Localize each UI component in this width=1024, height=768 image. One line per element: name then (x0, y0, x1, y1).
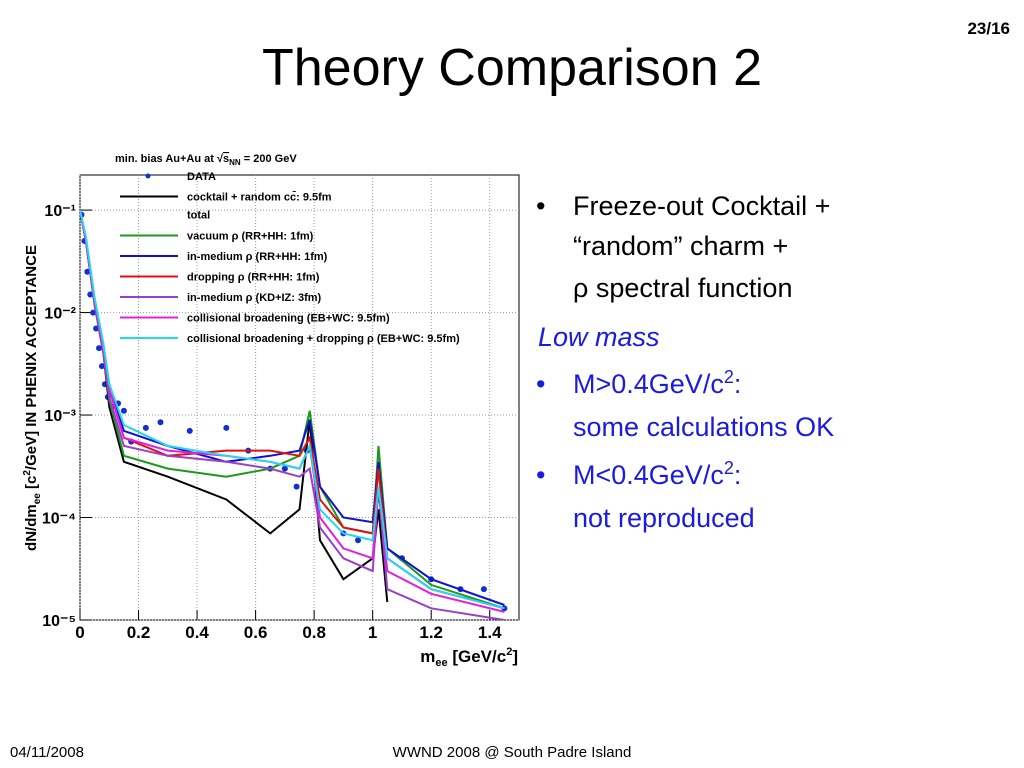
legend-title: min. bias Au+Au at √sNN = 200 GeV (115, 153, 297, 167)
x-tick-label: 1.4 (478, 623, 502, 642)
x-tick-label: 0 (75, 623, 84, 642)
bullet-line: some calculations OK (573, 412, 834, 442)
subheading: Low mass (538, 322, 660, 352)
data-point (281, 465, 288, 472)
data-point (186, 427, 193, 434)
text: M>0.4GeV/c (573, 369, 724, 399)
bullet-line: “random” charm + (573, 231, 788, 261)
subscript: ee (32, 493, 43, 505)
bullet-dot: • (536, 191, 545, 221)
data-point (120, 407, 127, 414)
page-number: 23/16 (967, 19, 1010, 38)
x-tick-label: 1 (368, 623, 377, 642)
text: [GeV/c (448, 647, 507, 666)
data-point (480, 586, 487, 593)
text: dN/dm (23, 504, 40, 551)
legend-title-part: s (223, 153, 229, 165)
legend-label: dropping ρ (RR+HH: 1fm) (187, 272, 320, 284)
legend-label: DATA (187, 171, 216, 183)
data-point (355, 537, 362, 544)
subscript: ee (435, 657, 447, 669)
text: : (734, 369, 742, 399)
bullet-list: • Freeze-out Cocktail + “random” charm +… (536, 191, 834, 533)
x-tick-label: 0.8 (302, 623, 326, 642)
bullet-line: M<0.4GeV/c2: (573, 458, 741, 490)
data-point (90, 309, 97, 316)
x-tick-label: 0.6 (244, 623, 268, 642)
superscript: 2 (724, 458, 734, 478)
bullet-line: not reproduced (573, 503, 755, 533)
footer-date: 04/11/2008 (10, 744, 84, 761)
text: M<0.4GeV/c (573, 460, 724, 490)
x-tick-label: 0.2 (127, 623, 151, 642)
plot-frame (79, 174, 520, 621)
legend-label: in-medium ρ (KD+IZ: 3fm) (187, 292, 322, 304)
y-tick-label: 10⁻⁵ (42, 613, 76, 630)
y-axis-label: dN/dmee [c2/GeV] IN PHENIX ACCEPTANCE (22, 245, 43, 551)
legend: min. bias Au+Au at √sNN = 200 GeV DATA coc… (115, 153, 460, 345)
text: : (734, 460, 742, 490)
y-tick-label: 10⁻² (44, 306, 76, 323)
plot-area (80, 209, 508, 620)
text: /GeV] IN PHENIX ACCEPTANCE (23, 245, 40, 470)
data-point (87, 291, 94, 298)
text: m (420, 647, 435, 666)
superscript: 2 (22, 470, 33, 476)
legend-label: collisional broadening (EB+WC: 9.5fm) (187, 313, 390, 325)
bullet-line: Freeze-out Cocktail + (573, 191, 830, 221)
legend-title-part: NN (229, 158, 241, 167)
series-line (80, 209, 505, 610)
x-tick-label: 0.4 (185, 623, 209, 642)
data-point (142, 424, 149, 431)
bullet-line: M>0.4GeV/c2: (573, 367, 741, 399)
legend-label: vacuum ρ (RR+HH: 1fm) (187, 231, 314, 243)
y-tick-label: 10⁻³ (44, 408, 76, 425)
x-axis-label: mee [GeV/c2] (420, 646, 518, 669)
legend-label: in-medium ρ (RR+HH: 1fm) (187, 251, 328, 263)
bullet-dot: • (536, 460, 545, 490)
y-tick-label: 10⁻¹ (44, 203, 76, 220)
legend-marker (145, 173, 151, 179)
bullet-line: ρ spectral function (573, 273, 792, 303)
y-tick-label: 10⁻⁴ (42, 511, 76, 528)
text: ] (512, 647, 518, 666)
data-point (157, 419, 164, 426)
data-point (93, 325, 100, 332)
legend-label: collisional broadening + dropping ρ (EB+… (187, 333, 460, 345)
data-point (293, 483, 300, 490)
legend-title-part: √ (217, 153, 224, 165)
data-point (223, 424, 230, 431)
x-tick-label: 1.2 (419, 623, 443, 642)
data-point (98, 363, 105, 370)
data-point (96, 345, 103, 352)
legend-note: total (187, 210, 210, 222)
legend-title-part: min. bias Au+Au at (115, 153, 217, 165)
legend-title-part: = 200 GeV (241, 153, 298, 165)
slide-title: Theory Comparison 2 (262, 39, 762, 97)
legend-label: cocktail + random cc̄: 9.5fm (187, 191, 332, 203)
superscript: 2 (506, 646, 512, 658)
data-point (84, 268, 91, 275)
footer-event: WWND 2008 @ South Padre Island (393, 744, 632, 761)
superscript: 2 (724, 367, 734, 387)
text: [c (23, 476, 40, 494)
bullet-dot: • (536, 369, 545, 399)
chart: dN/dmee [c2/GeV] IN PHENIX ACCEPTANCE me… (22, 153, 520, 669)
